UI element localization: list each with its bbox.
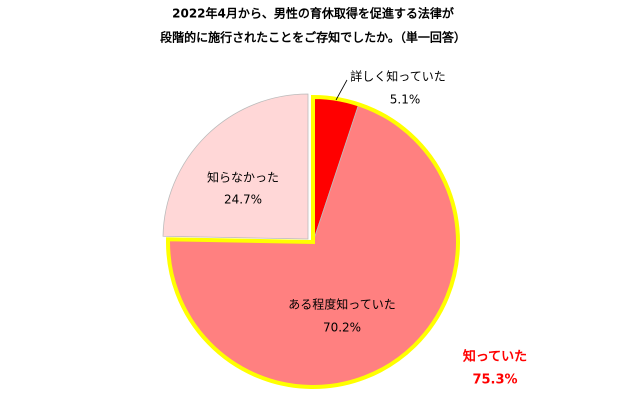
slice-label: 詳しく知っていた bbox=[350, 69, 445, 84]
annotation-label: 知っていた bbox=[463, 349, 527, 365]
slice-label: 知らなかった bbox=[207, 171, 279, 185]
leader-line bbox=[335, 79, 348, 101]
annotation-value: 75.3% bbox=[472, 373, 517, 388]
slice-value: 24.7% bbox=[224, 193, 262, 207]
slice-value: 5.1% bbox=[390, 93, 421, 107]
slice-label: ある程度知っていた bbox=[288, 297, 395, 312]
slice-value: 70.2% bbox=[323, 321, 361, 335]
chart-title: 2022年4月から、男性の育休取得を促進する法律が bbox=[172, 6, 454, 21]
chart-title: 段階的に施行されたことをご存知でしたか。（単一回答） bbox=[160, 30, 466, 45]
group-outline bbox=[166, 94, 460, 389]
pie-slice bbox=[162, 93, 309, 240]
